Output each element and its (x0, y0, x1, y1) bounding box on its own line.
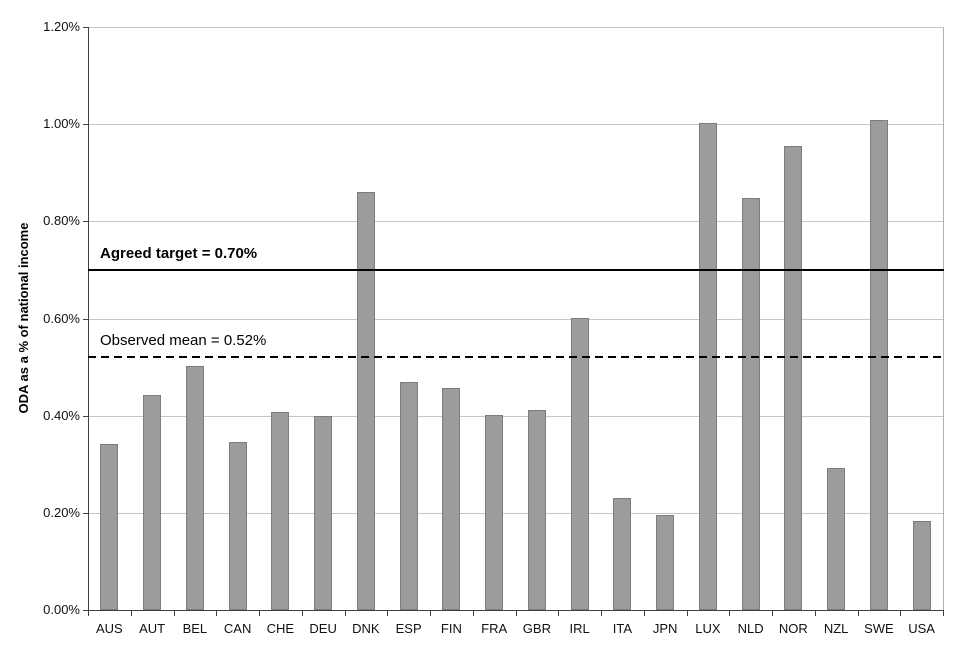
x-axis-line (88, 610, 944, 611)
bar-nor (784, 145, 803, 610)
y-tick-label: 1.20% (43, 19, 80, 34)
y-tickmark (83, 512, 88, 514)
bar-irl (570, 318, 589, 610)
bar-dnk (356, 191, 375, 610)
bar-fin (442, 388, 461, 610)
y-gridline (89, 221, 943, 223)
y-gridline (89, 318, 943, 320)
target-line-label: Agreed target = 0.70% (100, 244, 258, 262)
y-tick-label: 1.00% (43, 116, 80, 132)
x-tickmark (130, 611, 132, 616)
bar-swe (869, 119, 888, 610)
x-tickmark (344, 611, 346, 616)
y-tick-label: 0.40% (43, 407, 80, 423)
x-tick-label-gbr: GBR (522, 621, 551, 636)
x-tickmark (387, 611, 389, 616)
x-tick-label-nzl: NZL (823, 621, 849, 636)
y-gridline (89, 415, 943, 417)
y-axis-line (88, 27, 89, 611)
x-tickmark (216, 611, 218, 616)
y-tickmark (83, 610, 88, 611)
x-tickmark (943, 611, 944, 616)
x-tickmark (643, 611, 645, 616)
y-tickmark (83, 415, 88, 417)
x-tickmark (686, 611, 688, 616)
x-tick-label-fra: FRA (481, 621, 508, 636)
x-tick-label-esp: ESP (395, 621, 422, 636)
x-tickmark (515, 611, 517, 616)
y-gridline (89, 512, 943, 514)
x-tickmark (729, 611, 731, 616)
bar-esp (399, 381, 418, 610)
y-tick-label: 0.20% (43, 504, 80, 520)
x-tickmark (430, 611, 431, 616)
bar-usa (912, 520, 931, 610)
y-tickmark (83, 318, 88, 320)
y-tickmark (83, 124, 88, 126)
x-tick-label-jpn: JPN (652, 621, 678, 636)
x-tick-label-swe: SWE (864, 621, 894, 636)
x-tick-label-usa: USA (908, 621, 935, 636)
bar-aus (100, 443, 119, 610)
x-tickmark (472, 611, 474, 616)
bar-can (228, 441, 247, 610)
x-tickmark (301, 611, 303, 616)
bar-aut (143, 394, 162, 610)
x-tick-label-fin: FIN (440, 621, 462, 636)
y-tick-label: 0.00% (43, 602, 80, 617)
x-tickmark (88, 611, 89, 616)
x-tickmark (601, 611, 602, 616)
x-tick-label-bel: BEL (182, 621, 208, 636)
bar-che (271, 411, 290, 610)
bar-fra (485, 414, 504, 610)
mean-line-label: Observed mean = 0.52% (100, 332, 267, 350)
x-tick-label-lux: LUX (695, 621, 721, 636)
y-tickmark (83, 221, 88, 223)
bar-jpn (656, 514, 675, 610)
x-tickmark (558, 611, 560, 616)
x-tickmark (857, 611, 859, 616)
x-tickmark (900, 611, 902, 616)
x-tickmark (814, 611, 816, 616)
x-tick-label-can: CAN (223, 621, 252, 636)
bar-deu (314, 416, 333, 610)
bar-nzl (827, 468, 846, 610)
y-tick-label: 0.80% (43, 213, 80, 229)
y-tickmark (83, 27, 88, 28)
x-tick-label-che: CHE (266, 621, 295, 636)
y-gridline (89, 124, 943, 126)
bar-bel (185, 366, 204, 610)
y-tick-label: 0.60% (43, 310, 80, 326)
bar-gbr (527, 409, 546, 610)
x-tick-label-dnk: DNK (352, 621, 380, 636)
mean-reference-line (88, 356, 944, 359)
x-tick-label-aut: AUT (139, 621, 166, 636)
x-tick-label-nor: NOR (778, 621, 808, 636)
plot-right-border (943, 27, 944, 611)
x-tick-label-deu: DEU (309, 621, 337, 636)
target-reference-line (88, 268, 944, 271)
x-tick-label-nld: NLD (737, 621, 764, 636)
x-tick-label-irl: IRL (569, 621, 590, 636)
x-tickmark (259, 611, 260, 616)
bar-nld (741, 198, 760, 610)
x-tickmark (173, 611, 175, 616)
y-gridline (89, 27, 943, 28)
x-tickmark (772, 611, 773, 616)
x-tick-label-ita: ITA (612, 621, 632, 636)
bar-ita (613, 498, 632, 610)
x-tick-label-aus: AUS (96, 621, 123, 636)
bar-lux (698, 122, 717, 610)
